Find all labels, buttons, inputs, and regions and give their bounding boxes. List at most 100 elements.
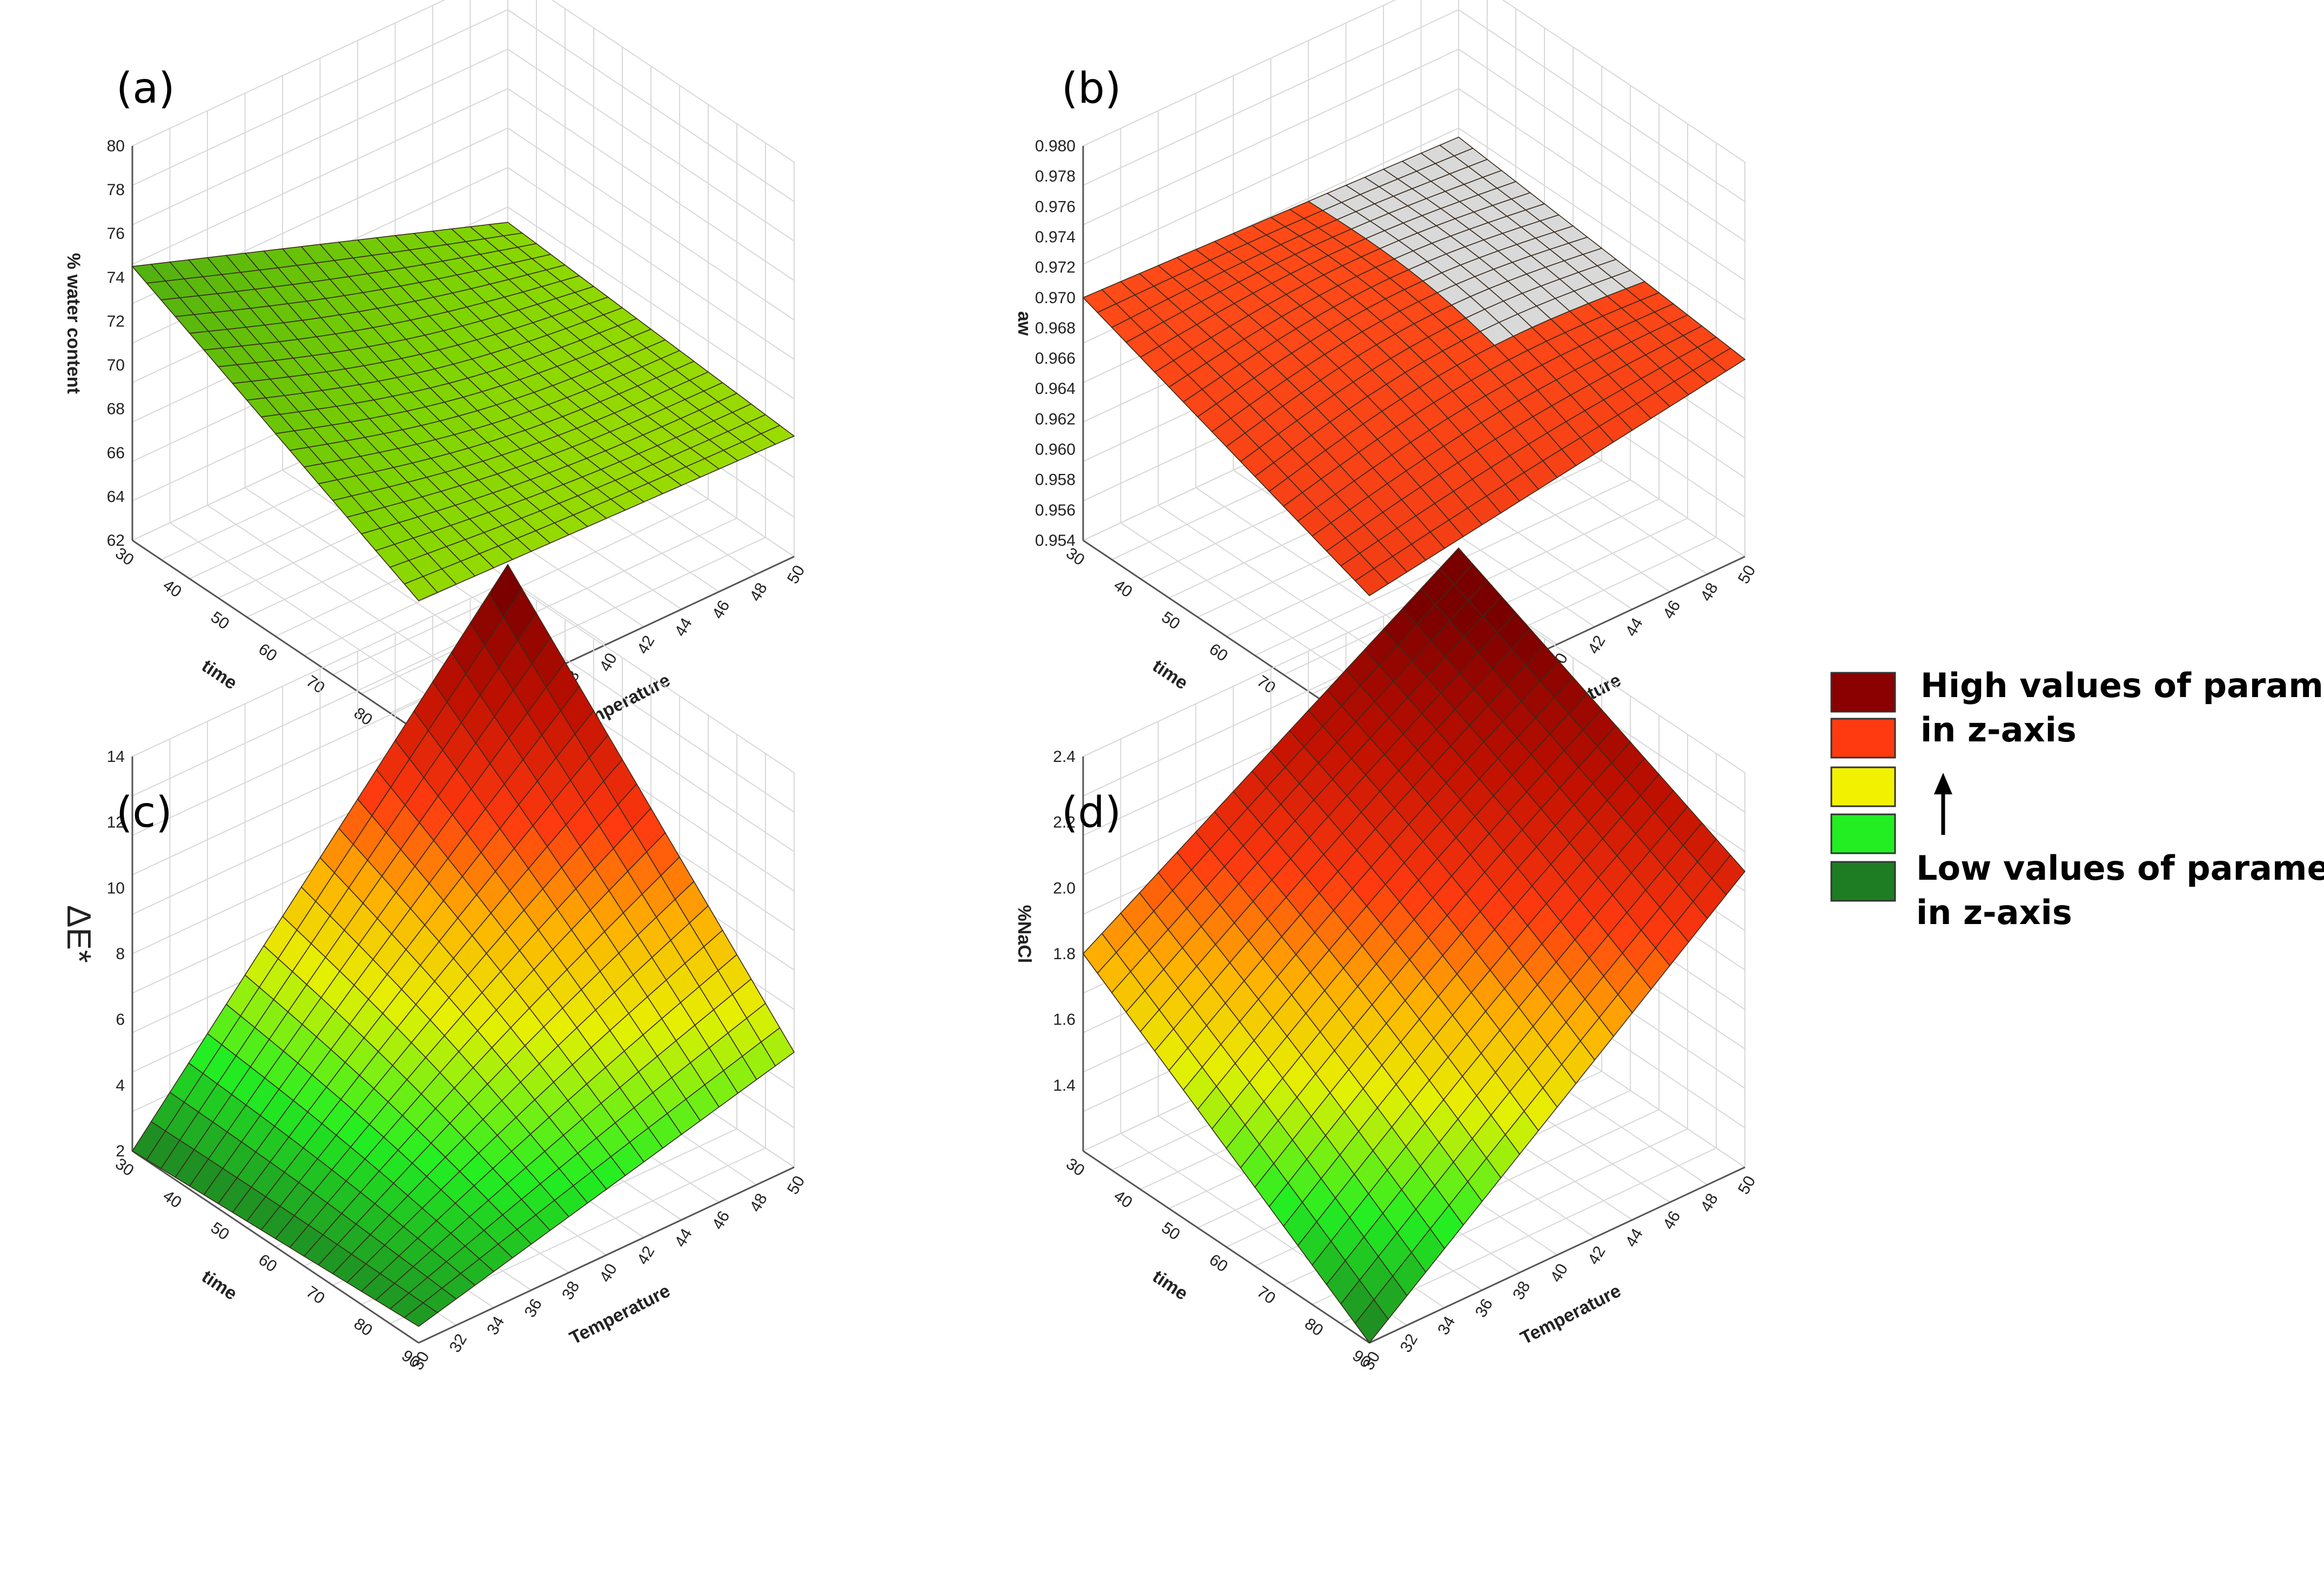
legend-swatch-high-dark [1830,672,1896,713]
z-tick-label: 0.960 [1035,441,1076,459]
wall-gridline [132,9,508,186]
z-tick-label: 1.6 [1053,1011,1076,1029]
chart-panel-a: 6264666870727476788030405060708090303234… [63,0,808,762]
time-axis-line [1083,1150,1370,1344]
time-tick-label: 40 [160,576,185,601]
temperature-tick-label: 48 [747,580,771,604]
temperature-tick-label: 48 [1697,1190,1722,1215]
temperature-tick-label: 42 [1584,1243,1609,1268]
temperature-tick-label: 50 [784,563,808,587]
time-tick-label: 60 [1206,1251,1231,1276]
z-tick-label: 0.962 [1035,410,1076,428]
time-axis-line [132,539,419,733]
time-tick-label: 60 [1206,640,1231,665]
wall-gridline [507,128,795,320]
z-tick-label: 8 [116,945,125,963]
surface [131,222,795,601]
back-wall-right [507,0,795,558]
time-tick-label: 70 [303,672,328,697]
temperature-tick-label: 40 [1547,1261,1571,1285]
temperature-axis-line [1369,1166,1745,1344]
z-tick-label: 0.970 [1035,289,1076,307]
legend-swatch-low-dark [1830,861,1896,902]
temperature-tick-label: 42 [634,1243,658,1268]
z-tick-label: 0.974 [1035,228,1076,246]
z-tick-label: 0.958 [1035,471,1076,489]
z-tick-label: 66 [107,444,125,462]
z-tick-label: 62 [107,532,125,550]
z-tick-label: 0.980 [1035,137,1076,155]
z-tick-label: 80 [107,137,125,155]
z-tick-label: 70 [107,357,125,374]
time-tick-label: 60 [255,640,280,665]
wall-gridline [1458,128,1745,320]
legend-low-label-line2: in z-axis [1916,893,2072,932]
time-tick-label: 80 [1301,1315,1326,1340]
z-tick-label: 0.968 [1035,319,1076,337]
z-tick-label: 0.972 [1035,259,1076,277]
time-tick-label: 40 [1111,1187,1136,1212]
z-tick-label: 0.978 [1035,168,1076,185]
z-axis-title: aw [1014,311,1035,336]
surface-cell [1354,1299,1389,1344]
surface-cell [404,575,439,601]
legend: High values of parameter in z-axis Low v… [1830,666,2324,932]
z-tick-label: 0.964 [1035,380,1076,398]
time-tick-label: 50 [207,1219,232,1243]
z-tick-label: 2.4 [1053,748,1076,766]
legend-swatch-mid [1830,766,1896,807]
axes [131,757,795,1344]
temperature-tick-label: 40 [596,1261,621,1285]
legend-swatch-high [1830,718,1896,759]
temperature-tick-label: 48 [1697,580,1722,604]
z-tick-label: 64 [107,488,125,506]
temperature-tick-label: 42 [634,633,658,657]
z-tick-label: 10 [107,879,125,897]
time-axis-line [132,1150,419,1344]
temperature-tick-label: 50 [1735,563,1759,587]
wall-gridline [1458,9,1745,202]
temperature-tick-label: 46 [709,1208,733,1233]
wall-gridline [1458,49,1745,242]
temperature-tick-label: 46 [1660,1208,1684,1233]
panel-label: (a) [116,64,175,113]
z-axis-title: % water content [63,253,84,394]
z-tick-label: 72 [107,312,125,330]
panel-label: (b) [1062,64,1121,113]
temperature-tick-label: 50 [784,1173,808,1197]
temperature-tick-label: 36 [521,1296,546,1320]
z-tick-label: 68 [107,400,125,418]
temperature-tick-label: 38 [559,1279,583,1303]
surface-cell [404,1302,439,1327]
temperature-tick-label: 44 [671,615,696,639]
temperature-tick-label: 48 [747,1190,771,1215]
surface [1082,547,1746,1344]
temperature-tick-label: 44 [1622,1226,1647,1250]
back-wall-right [1458,0,1745,558]
z-tick-label: 74 [107,269,125,286]
temperature-tick-label: 34 [483,1314,508,1338]
z-tick-label: 78 [107,181,125,199]
wall-gridline [507,9,795,202]
time-tick-label: 50 [207,608,232,633]
time-tick-label: 50 [1158,1219,1183,1243]
panel-label: (d) [1062,788,1121,837]
z-tick-label: 1.4 [1053,1076,1076,1094]
temperature-axis-title: Temperature [566,1281,674,1349]
time-tick-label: 40 [1111,576,1136,601]
z-tick-label: 4 [116,1076,125,1094]
z-tick-label: 0.976 [1035,198,1076,216]
temperature-tick-label: 44 [671,1226,696,1250]
legend-low-label-line1: Low values of parameter [1916,848,2324,888]
legend-swatch-low [1830,813,1896,854]
wall-gridline [132,49,508,225]
wall-gridline [507,167,795,360]
time-tick-label: 70 [1254,672,1279,697]
surface-cell [1354,568,1389,597]
surface [131,564,795,1327]
z-tick-label: 2.0 [1053,879,1076,897]
time-tick-label: 50 [1158,608,1183,633]
wall-gridline [1083,49,1459,225]
time-tick-label: 70 [303,1283,328,1308]
